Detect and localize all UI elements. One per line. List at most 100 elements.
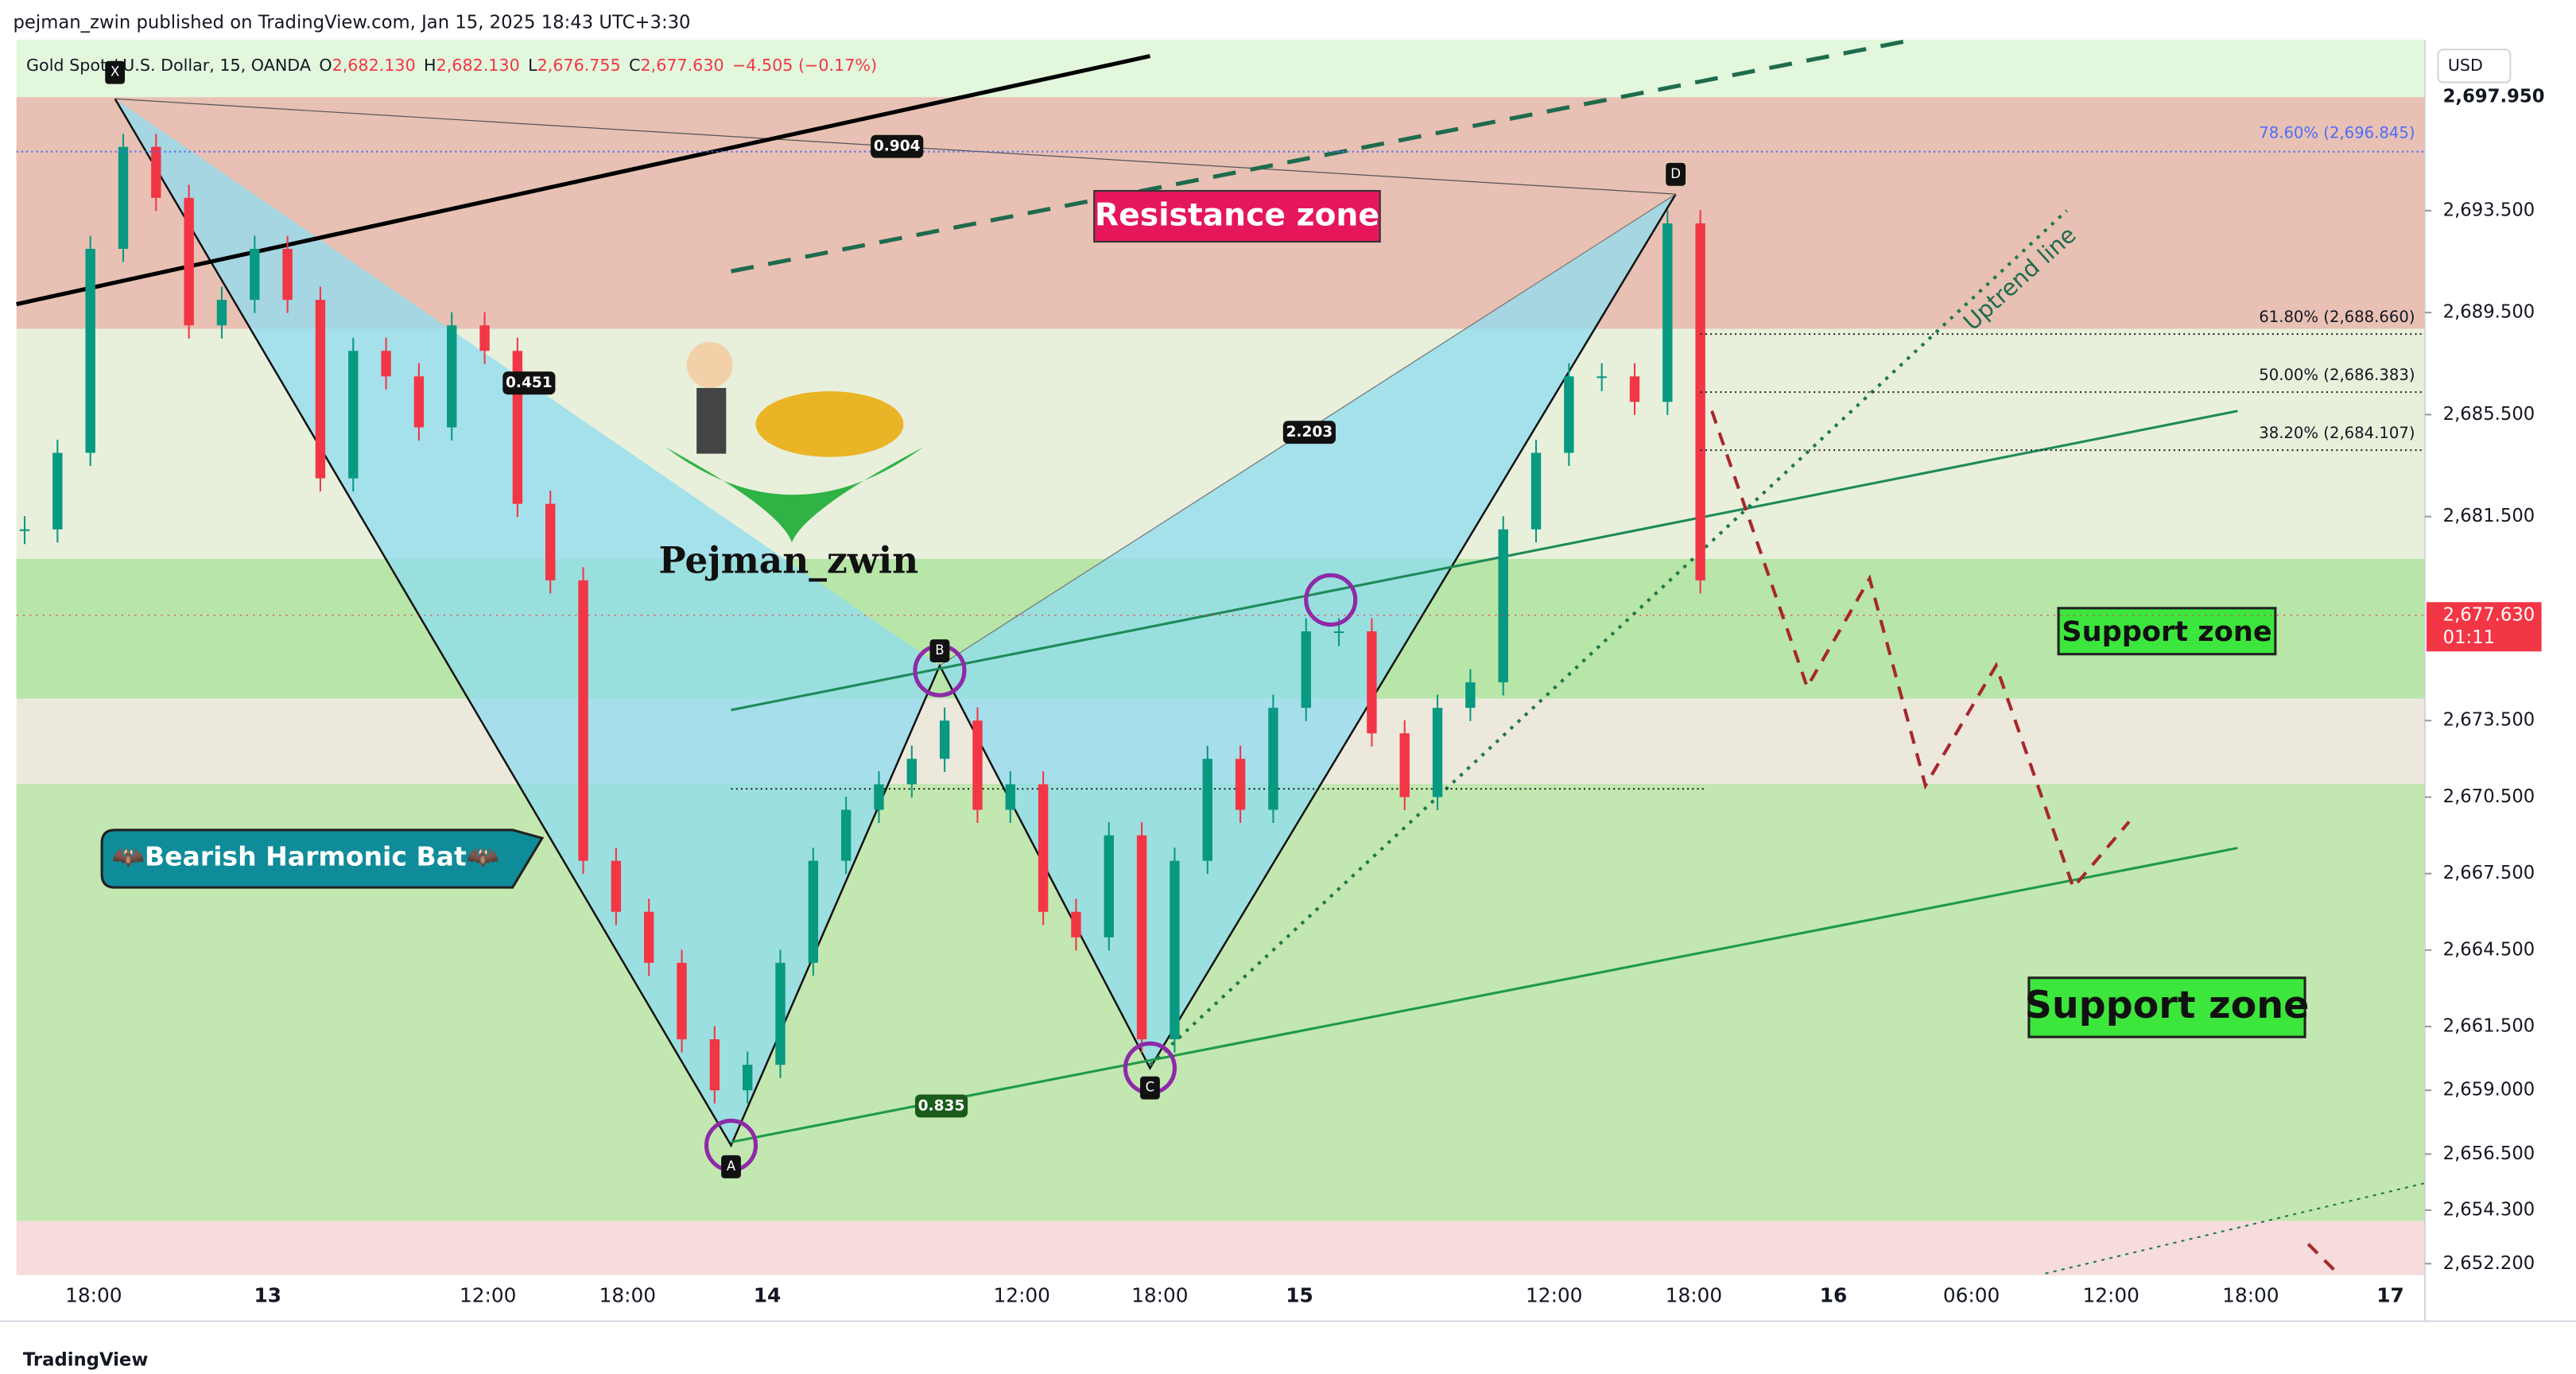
- y-tick-label: 2,659.000: [2443, 1080, 2535, 1100]
- candle: [1367, 631, 1377, 734]
- candle: [677, 962, 687, 1040]
- candle: [1170, 860, 1180, 1040]
- candle: [1005, 784, 1015, 810]
- candle: [52, 452, 63, 530]
- x-tick-label: 14: [754, 1284, 782, 1307]
- ratio-box: [502, 371, 556, 395]
- candle: [282, 248, 293, 301]
- currency[interactable]: USD: [2448, 56, 2483, 75]
- ratio-box: [1282, 421, 1336, 444]
- zone: [16, 39, 2425, 98]
- fib-label: 38.20% (2,684.107): [2259, 424, 2415, 442]
- x-tick-label: 12:00: [994, 1284, 1050, 1307]
- symbol-open: 2,682.130: [332, 56, 416, 75]
- candle: [1564, 376, 1574, 453]
- candle: [447, 325, 457, 428]
- support-label: Support zone: [2062, 615, 2271, 648]
- point-label: C: [1146, 1080, 1155, 1095]
- candle: [1629, 376, 1640, 402]
- candle: [118, 146, 129, 249]
- x-tick-label: 13: [254, 1284, 282, 1307]
- candle: [1301, 631, 1311, 708]
- support-label: Support zone: [2025, 984, 2310, 1027]
- y-tick-label: 2,654.300: [2443, 1199, 2535, 1220]
- ratio-label: 0.835: [918, 1097, 965, 1114]
- candle: [151, 146, 161, 198]
- candle: [808, 860, 819, 963]
- trend-line: [731, 846, 2238, 1143]
- y-tick-label: 2,652.200: [2443, 1253, 2535, 1274]
- candle: [840, 809, 852, 861]
- candle: [1038, 784, 1049, 912]
- trend-line: [16, 54, 1150, 307]
- plot-area: Pejman_zwin Resistance zone Support zone…: [16, 37, 2426, 1277]
- candle: [1596, 376, 1607, 378]
- candle: [742, 1065, 753, 1091]
- point-box: [105, 60, 126, 84]
- symbol-high_label: H: [424, 56, 436, 75]
- fib-label: 50.00% (2,686.383): [2259, 366, 2415, 384]
- last-price-label: 2,677.630: [2443, 604, 2535, 625]
- candle: [19, 529, 30, 531]
- candle: [1071, 911, 1081, 937]
- candle: [413, 376, 425, 428]
- point-label: D: [1670, 166, 1681, 181]
- y-tick-label: 2,670.500: [2443, 786, 2535, 807]
- candle: [1333, 631, 1344, 634]
- point-label: B: [935, 642, 944, 658]
- candle: [216, 300, 227, 326]
- y-tick-label: 2,667.500: [2443, 863, 2535, 883]
- symbol-info: Gold Spot / U.S. Dollar, 15, OANDA O2,682…: [26, 56, 877, 75]
- x-tick-label: 15: [1286, 1284, 1313, 1307]
- y-tick-label: 2,673.500: [2443, 710, 2535, 731]
- y-tick-label: 2,656.500: [2443, 1143, 2535, 1164]
- candle: [1465, 682, 1476, 708]
- trend-line: [731, 37, 1915, 274]
- symbol-close: 2,677.630: [640, 56, 724, 75]
- x-tick-label: 12:00: [2083, 1284, 2140, 1307]
- last-price-box: [2426, 602, 2542, 652]
- label-box: [2027, 976, 2306, 1038]
- x-tick-label: 18:00: [2222, 1284, 2279, 1307]
- fib-label: 61.80% (2,688.660): [2259, 308, 2415, 326]
- candle: [1136, 835, 1147, 1040]
- candle: [1268, 708, 1278, 810]
- ratio-box: [914, 1094, 968, 1118]
- currency-button[interactable]: [2437, 49, 2512, 83]
- label-box: [100, 829, 545, 889]
- author: Pejman_zwin: [658, 539, 918, 582]
- symbol-open_label: O: [319, 56, 332, 75]
- symbol-high: 2,682.130: [436, 56, 520, 75]
- candle: [906, 759, 918, 785]
- y-tick-label: 2,689.500: [2443, 302, 2535, 323]
- symbol-close_label: C: [629, 56, 640, 75]
- candle: [348, 351, 359, 479]
- x-tick-label: 17: [2376, 1284, 2404, 1307]
- uptrend-line: [1149, 209, 2068, 1066]
- x-tick-label: 12:00: [1526, 1284, 1582, 1307]
- candle: [545, 503, 556, 580]
- y-tick-label: 2,693.500: [2443, 200, 2535, 220]
- logo: Pejman_zwin: [658, 342, 924, 582]
- projection: [1710, 410, 2131, 891]
- countdown: 01:11: [2443, 627, 2495, 648]
- point-box: [1140, 1076, 1160, 1100]
- point-label: X: [111, 64, 119, 80]
- published: pejman_zwin published on TradingView.com…: [14, 13, 691, 33]
- y-tick-label: 2,664.500: [2443, 939, 2535, 960]
- point-box: [929, 639, 950, 663]
- y-tick-label: 2,685.500: [2443, 404, 2535, 425]
- candle: [775, 962, 786, 1065]
- y-tick-label: 2,661.500: [2443, 1016, 2535, 1037]
- candle: [972, 720, 983, 810]
- candle: [184, 197, 194, 326]
- zone: [16, 1221, 2425, 1275]
- x-tick-label: 16: [1820, 1284, 1848, 1307]
- candle: [85, 248, 95, 453]
- candle: [1235, 759, 1246, 810]
- ratio-label: 0.904: [874, 138, 921, 155]
- top-price-label: 2,697.950: [2443, 87, 2545, 107]
- ratio-box: [871, 134, 924, 158]
- symbol-symbol: Gold Spot / U.S. Dollar, 15, OANDA: [26, 56, 311, 75]
